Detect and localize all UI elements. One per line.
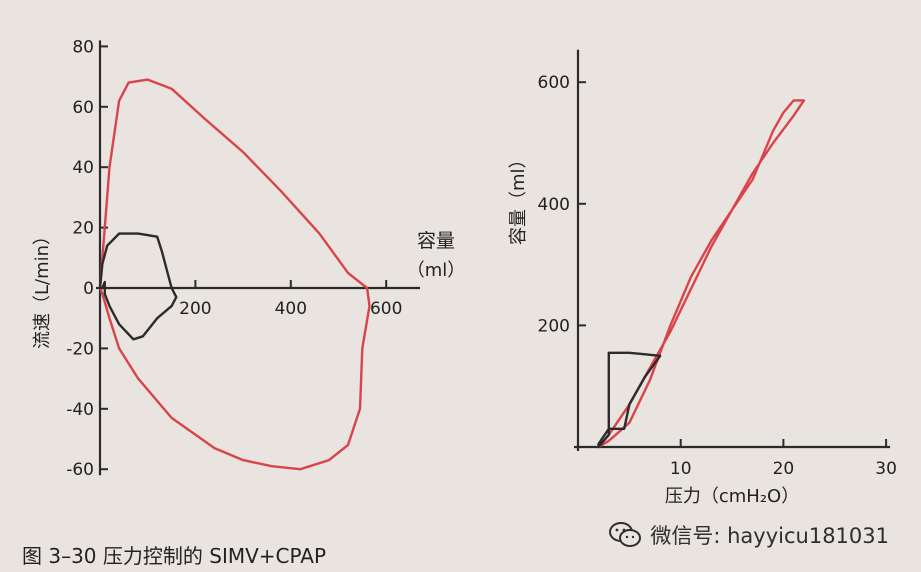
x-tick-label: 10	[670, 459, 692, 479]
y-tick-label: 400	[538, 195, 570, 215]
x-axis-unit: （ml）	[407, 260, 466, 281]
watermark: 微信号: hayyicu181031	[608, 520, 889, 550]
x-tick-label: 20	[773, 459, 795, 479]
series-red-loop	[597, 99, 806, 449]
y-axis-label: 流速（L/min）	[32, 227, 53, 349]
figure-caption: 图 3–30 压力控制的 SIMV+CPAP	[22, 544, 327, 568]
series-black-loop	[98, 232, 178, 341]
y-tick-label: 200	[538, 316, 570, 336]
x-tick-label: 200	[179, 299, 211, 319]
y-tick-label: 600	[538, 73, 570, 93]
pressure-volume-chart: 200 400 600 10 20 30 压力（cmH₂O） 容量（ml）	[508, 49, 897, 507]
y-axis-label: 容量（ml）	[508, 150, 529, 245]
y-tick-label: -60	[66, 460, 94, 480]
y-tick-label: 60	[72, 98, 94, 118]
x-axis-label: 容量	[417, 230, 455, 252]
y-tick-label: -20	[66, 339, 94, 359]
y-tick-label: 20	[72, 219, 94, 239]
x-axis-label: 压力（cmH₂O）	[665, 486, 799, 507]
y-tick-label: 80	[72, 37, 94, 57]
y-tick-label: -40	[66, 400, 94, 420]
series-red-loop	[98, 78, 371, 471]
wechat-icon	[609, 522, 642, 547]
x-tick-label: 30	[875, 459, 897, 479]
x-tick-label: 400	[275, 299, 307, 319]
y-tick-label: 40	[72, 158, 94, 178]
x-tick-label: 600	[370, 299, 402, 319]
y-tick-label: 0	[83, 279, 94, 299]
series-black-loop	[597, 351, 662, 449]
watermark-text: 微信号: hayyicu181031	[650, 524, 889, 548]
